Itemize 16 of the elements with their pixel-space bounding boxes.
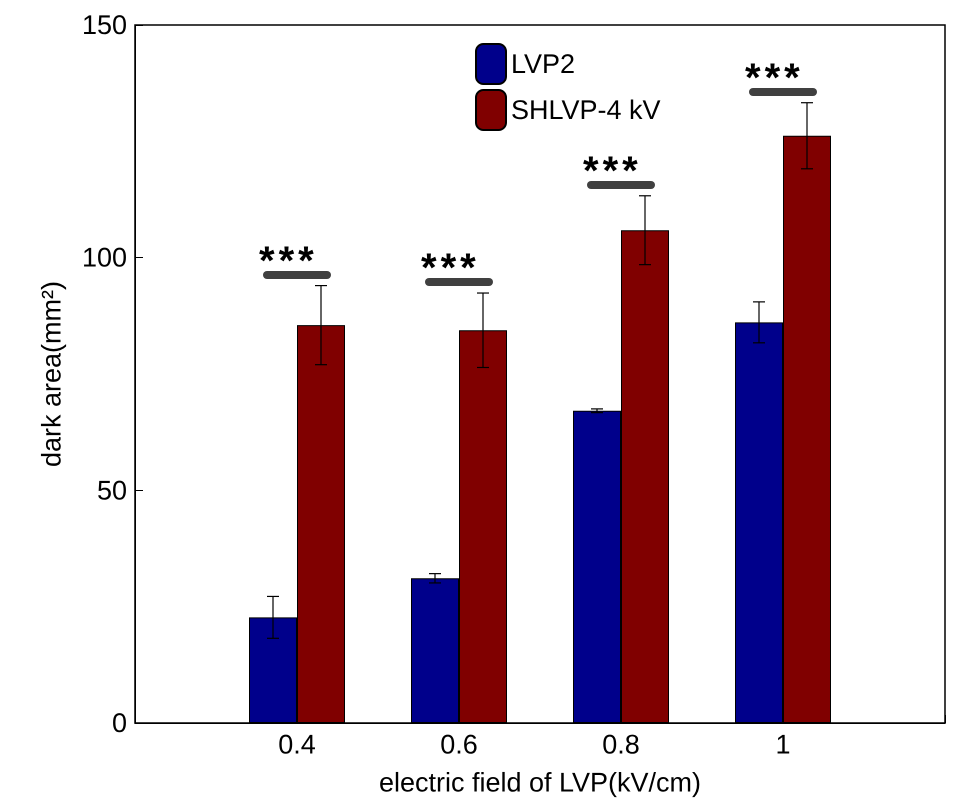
x-axis-title: electric field of LVP(kV/cm)	[378, 768, 702, 798]
legend-label: SHLVP-4 kV	[511, 95, 661, 125]
y-tick-label: 0	[112, 708, 127, 738]
legend-label: LVP2	[511, 49, 576, 79]
x-tick-label: 0.4	[278, 730, 316, 760]
annotation: ***	[583, 148, 642, 194]
x-tick-label: 1	[775, 730, 791, 760]
y-tick-label: 100	[82, 242, 127, 273]
annotation: ***	[421, 246, 480, 292]
y-tick-label: 150	[82, 10, 127, 40]
annotation: ***	[259, 238, 318, 284]
y-axis-title: dark area(mm²)	[36, 280, 66, 468]
y-tick-label: 50	[96, 475, 127, 506]
annotation: ***	[745, 56, 804, 101]
x-tick-label: 0.6	[440, 730, 478, 760]
x-tick-label: 0.8	[602, 730, 640, 760]
